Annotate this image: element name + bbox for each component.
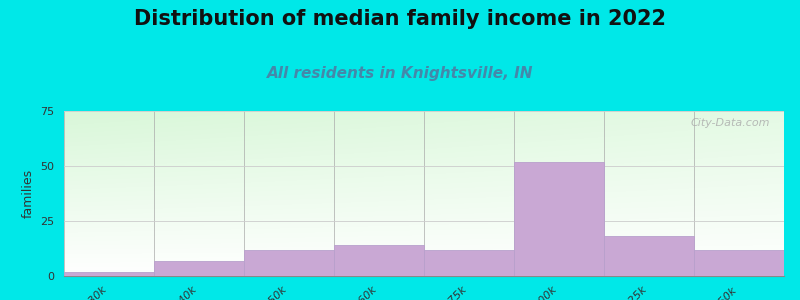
Text: Distribution of median family income in 2022: Distribution of median family income in … xyxy=(134,9,666,29)
Bar xyxy=(244,250,334,276)
Bar xyxy=(424,250,514,276)
Text: All residents in Knightsville, IN: All residents in Knightsville, IN xyxy=(266,66,534,81)
Y-axis label: families: families xyxy=(22,169,34,218)
Bar xyxy=(694,250,784,276)
Bar xyxy=(154,261,244,276)
Text: City-Data.com: City-Data.com xyxy=(690,118,770,128)
Bar xyxy=(334,245,424,276)
Bar xyxy=(604,236,694,276)
Bar xyxy=(64,272,154,276)
Bar xyxy=(514,162,604,276)
